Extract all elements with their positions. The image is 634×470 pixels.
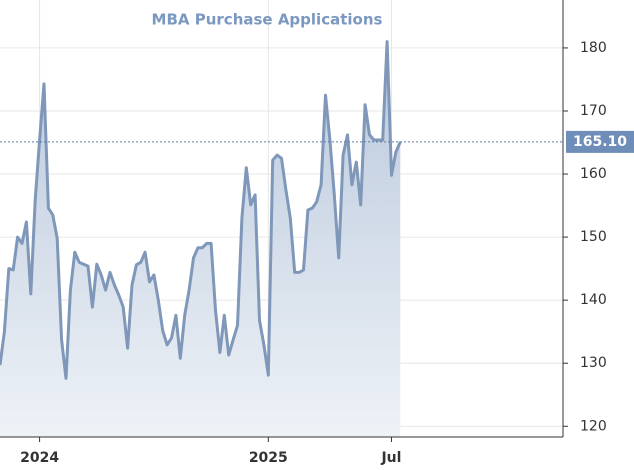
y-tick-label: 120 [580,418,607,434]
y-tick-label: 160 [580,166,607,182]
y-tick-label: 170 [580,103,607,119]
x-tick-label: 2025 [249,450,288,466]
last-value-box [566,130,634,153]
chart-title: MBA Purchase Applications [152,11,383,29]
area [0,41,401,437]
x-tick-label: 2024 [20,450,59,466]
y-tick-label: 140 [580,292,607,308]
y-tick-label: 130 [580,355,607,371]
y-tick-label: 150 [580,229,607,245]
plot [0,40,402,437]
x-tick-label: Jul [380,450,401,466]
last-value-label: 165.10 [573,134,627,150]
line [0,40,402,380]
y-tick-label: 180 [580,40,607,56]
